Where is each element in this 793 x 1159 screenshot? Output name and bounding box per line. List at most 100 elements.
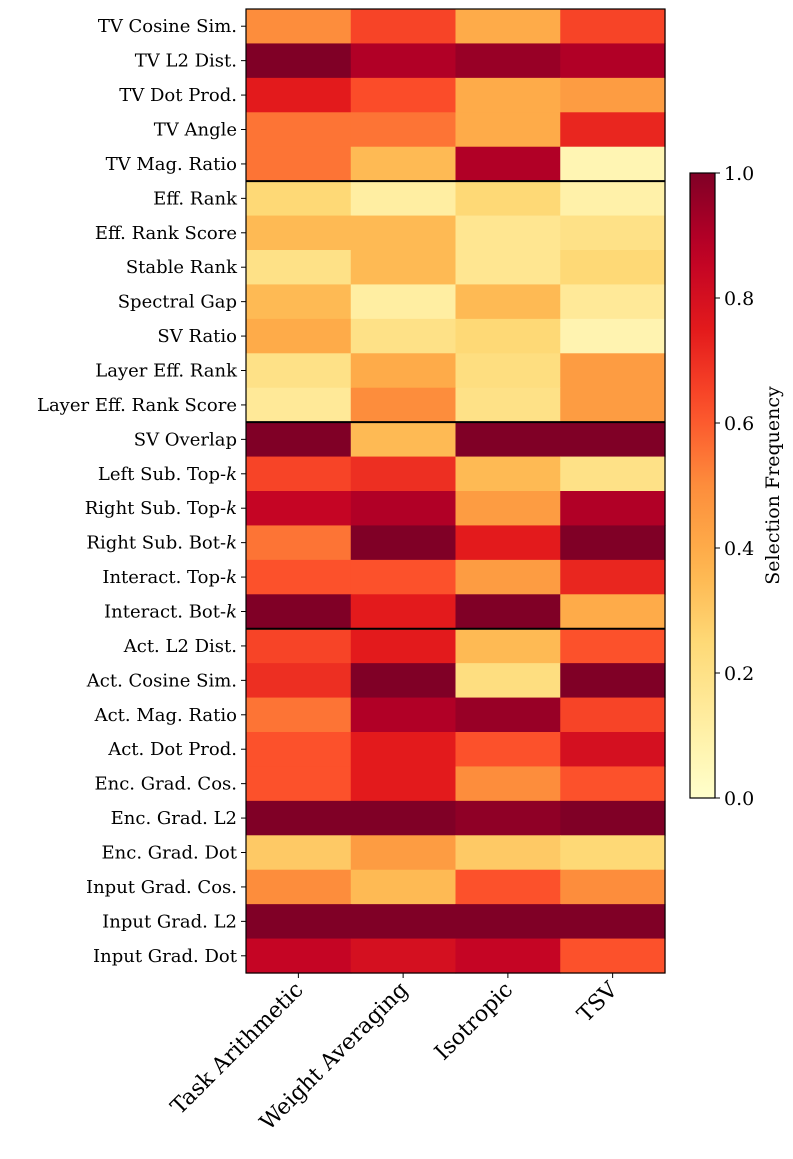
y-tick-label: Right Sub. Top-k <box>85 498 237 519</box>
y-tick-label: SV Overlap <box>134 429 237 450</box>
heatmap-cell <box>455 800 561 836</box>
heatmap-cell <box>560 869 666 905</box>
colorbar-tick-label: 0.6 <box>724 413 754 435</box>
plot-frame <box>245 8 666 974</box>
heatmap-cell <box>246 456 352 492</box>
heatmap-cell <box>560 353 666 389</box>
heatmap-cell <box>560 318 666 354</box>
y-tick-label: Enc. Grad. L2 <box>111 808 237 829</box>
heatmap-cell <box>455 215 561 251</box>
heatmap-cell <box>350 766 457 802</box>
heatmap-cell <box>246 353 352 389</box>
heatmap-cell <box>455 766 561 802</box>
colorbar-tick-label: 1.0 <box>724 163 754 185</box>
heatmap-cell <box>455 43 561 79</box>
heatmap-cell <box>350 800 457 836</box>
heatmap-cell <box>560 766 666 802</box>
heatmap-cell <box>246 628 352 664</box>
heatmap-cell <box>246 663 352 699</box>
heatmap-cell <box>560 938 666 974</box>
colorbar: 0.0 0.2 0.4 0.6 0.8 1.0 Selection Frequency <box>689 163 784 810</box>
y-tick-label: Input Grad. Dot <box>93 946 238 967</box>
heatmap-cell <box>350 594 457 630</box>
heatmap-cell <box>455 250 561 286</box>
heatmap-cell <box>455 146 561 182</box>
heatmap-cell <box>350 697 457 733</box>
y-tick-label: Input Grad. L2 <box>102 911 237 932</box>
heatmap-cell <box>350 938 457 974</box>
heatmap-cell <box>350 491 457 527</box>
y-tick-label: TV Cosine Sim. <box>98 16 237 37</box>
colorbar-label: Selection Frequency <box>762 386 784 585</box>
heatmap-cell <box>246 181 352 217</box>
heatmap-cell <box>350 146 457 182</box>
heatmap-cell <box>455 353 561 389</box>
heatmap-cell <box>560 904 666 940</box>
heatmap-cell <box>455 456 561 492</box>
heatmap-cell <box>246 491 352 527</box>
heatmap-cell <box>455 181 561 217</box>
heatmap-cell <box>350 284 457 320</box>
y-tick-label: TV L2 Dist. <box>135 51 237 72</box>
heatmap-cell <box>246 112 352 148</box>
heatmap-cell <box>455 284 561 320</box>
heatmap-cell <box>560 43 666 79</box>
heatmap-cell <box>350 904 457 940</box>
heatmap-cell <box>350 456 457 492</box>
heatmap-cell <box>455 387 561 423</box>
heatmap-cell <box>455 112 561 148</box>
heatmap-cell <box>455 835 561 871</box>
heatmap-cell <box>350 112 457 148</box>
heatmap-cells <box>246 9 666 974</box>
heatmap-cell <box>560 628 666 664</box>
heatmap-cell <box>246 387 352 423</box>
heatmap-cell <box>455 9 561 45</box>
heatmap-cell <box>350 663 457 699</box>
heatmap-cell <box>455 869 561 905</box>
heatmap-cell <box>246 422 352 458</box>
y-tick-label: Interact. Top-k <box>102 567 237 588</box>
heatmap-cell <box>350 422 457 458</box>
heatmap-cell <box>560 525 666 561</box>
heatmap-cell <box>560 77 666 113</box>
heatmap-cell <box>246 732 352 768</box>
heatmap-cell <box>246 559 352 595</box>
heatmap-cell <box>246 766 352 802</box>
heatmap-cell <box>246 697 352 733</box>
colorbar-gradient <box>689 172 716 799</box>
heatmap-cell <box>246 869 352 905</box>
heatmap-cell <box>560 284 666 320</box>
heatmap-cell <box>560 146 666 182</box>
heatmap-cell <box>455 594 561 630</box>
heatmap-cell <box>246 525 352 561</box>
heatmap-cell <box>560 112 666 148</box>
y-tick-label: Act. Dot Prod. <box>107 739 237 760</box>
heatmap-cell <box>350 628 457 664</box>
heatmap-cell <box>560 835 666 871</box>
y-tick-label: Enc. Grad. Dot <box>102 843 238 864</box>
heatmap-cell <box>246 284 352 320</box>
heatmap-cell <box>350 835 457 871</box>
colorbar-tick-label: 0.2 <box>724 663 754 685</box>
colorbar-tick-label: 0.8 <box>724 288 754 310</box>
heatmap-cell <box>350 77 457 113</box>
heatmap-cell <box>350 43 457 79</box>
group-separators <box>246 180 665 630</box>
x-tick-label: Isotropic <box>430 978 518 1066</box>
y-tick-label: Spectral Gap <box>118 292 237 313</box>
heatmap-cell <box>455 491 561 527</box>
y-tick-label: Act. Cosine Sim. <box>86 670 237 691</box>
heatmap-cell <box>350 9 457 45</box>
heatmap-cell <box>455 77 561 113</box>
y-tick-label: TV Angle <box>154 120 237 141</box>
heatmap-cell <box>455 628 561 664</box>
heatmap-cell <box>246 77 352 113</box>
heatmap-cell <box>455 904 561 940</box>
heatmap-cell <box>350 250 457 286</box>
heatmap-cell <box>455 559 561 595</box>
y-tick-label: Right Sub. Bot-k <box>86 533 237 554</box>
y-tick-label: Eff. Rank <box>153 188 238 209</box>
heatmap-cell <box>350 353 457 389</box>
